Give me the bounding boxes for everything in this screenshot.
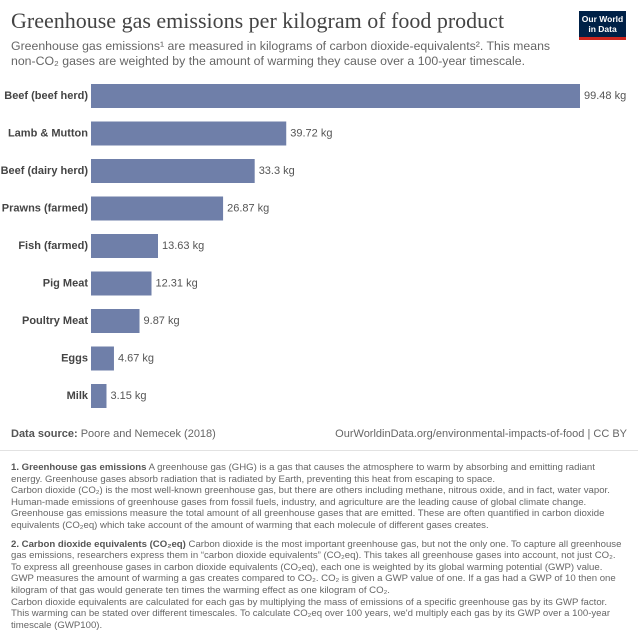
source-text: Poore and Nemecek (2018) — [80, 428, 216, 440]
note-label: 1. Greenhouse gas emissions — [11, 462, 147, 473]
note: 2. Carbon dioxide equivalents (CO₂eq) Ca… — [11, 539, 623, 632]
bar — [91, 196, 224, 221]
page: Greenhouse gas emissions per kilogram of… — [0, 8, 638, 631]
bar — [91, 384, 107, 408]
value-label: 39.72 kg — [290, 127, 332, 139]
category-label: Milk — [67, 390, 89, 402]
category-label: Beef (beef herd) — [4, 90, 88, 102]
value-label: 99.48 kg — [584, 90, 626, 102]
category-label: Pig Meat — [43, 277, 89, 289]
bar — [91, 121, 287, 146]
category-label: Beef (dairy herd) — [1, 165, 89, 177]
source-url[interactable]: OurWorldinData.org/environmental-impacts… — [335, 428, 627, 440]
chart-title: Greenhouse gas emissions per kilogram of… — [11, 8, 505, 33]
bar — [91, 271, 152, 296]
bar — [91, 234, 158, 258]
note-label: 2. Carbon dioxide equivalents (CO₂eq) — [11, 538, 186, 550]
value-label: 13.63 kg — [162, 240, 204, 252]
note-text: Carbon dioxide equivalents are calculate… — [11, 596, 611, 631]
note-paragraph: Carbon dioxide equivalents are calculate… — [11, 597, 623, 632]
chart-subtitle: Greenhouse gas emissions¹ are measured i… — [11, 39, 551, 68]
value-label: 26.87 kg — [227, 202, 269, 214]
category-label: Fish (farmed) — [18, 240, 88, 252]
value-label: 4.67 kg — [118, 352, 154, 364]
category-label: Lamb & Mutton — [8, 127, 88, 139]
category-label: Poultry Meat — [22, 315, 88, 327]
bar — [91, 309, 140, 333]
note-text: Carbon dioxide is the most important gre… — [11, 538, 622, 562]
note-paragraph: 2. Carbon dioxide equivalents (CO₂eq) Ca… — [11, 539, 623, 562]
note-paragraph: Carbon dioxide (CO₂) is the most well-kn… — [11, 485, 623, 531]
value-label: 33.3 kg — [259, 165, 295, 177]
chart: Beef (beef herd) 99.48 kg Lamb & Mutton 39.… — [1, 84, 626, 408]
logo-line: Our World — [581, 14, 624, 24]
category-label: Eggs — [61, 352, 88, 364]
source-label: Data source: — [11, 428, 78, 440]
note-paragraph: 1. Greenhouse gas emissions A greenhouse… — [11, 462, 623, 485]
logo-line: in Data — [588, 24, 617, 34]
bar — [91, 84, 580, 108]
note-paragraph: To express all greenhouse gases in carbo… — [11, 562, 623, 597]
note-text: Carbon dioxide (CO₂) is the most well-kn… — [11, 485, 610, 531]
bar — [91, 159, 255, 183]
divider — [0, 450, 638, 451]
value-label: 9.87 kg — [144, 315, 180, 327]
value-label: 12.31 kg — [156, 277, 198, 289]
source: Data source: Poore and Nemecek (2018) — [11, 428, 216, 440]
notes: 1. Greenhouse gas emissions A greenhouse… — [11, 462, 623, 638]
logo[interactable]: Our World in Data — [579, 11, 626, 40]
bar — [91, 346, 114, 371]
value-label: 3.15 kg — [110, 390, 146, 402]
note: 1. Greenhouse gas emissions A greenhouse… — [11, 462, 623, 532]
note-text: To express all greenhouse gases in carbo… — [11, 561, 616, 596]
note-text: A greenhouse gas (GHG) is a gas that cau… — [11, 462, 595, 485]
category-label: Prawns (farmed) — [2, 202, 89, 214]
